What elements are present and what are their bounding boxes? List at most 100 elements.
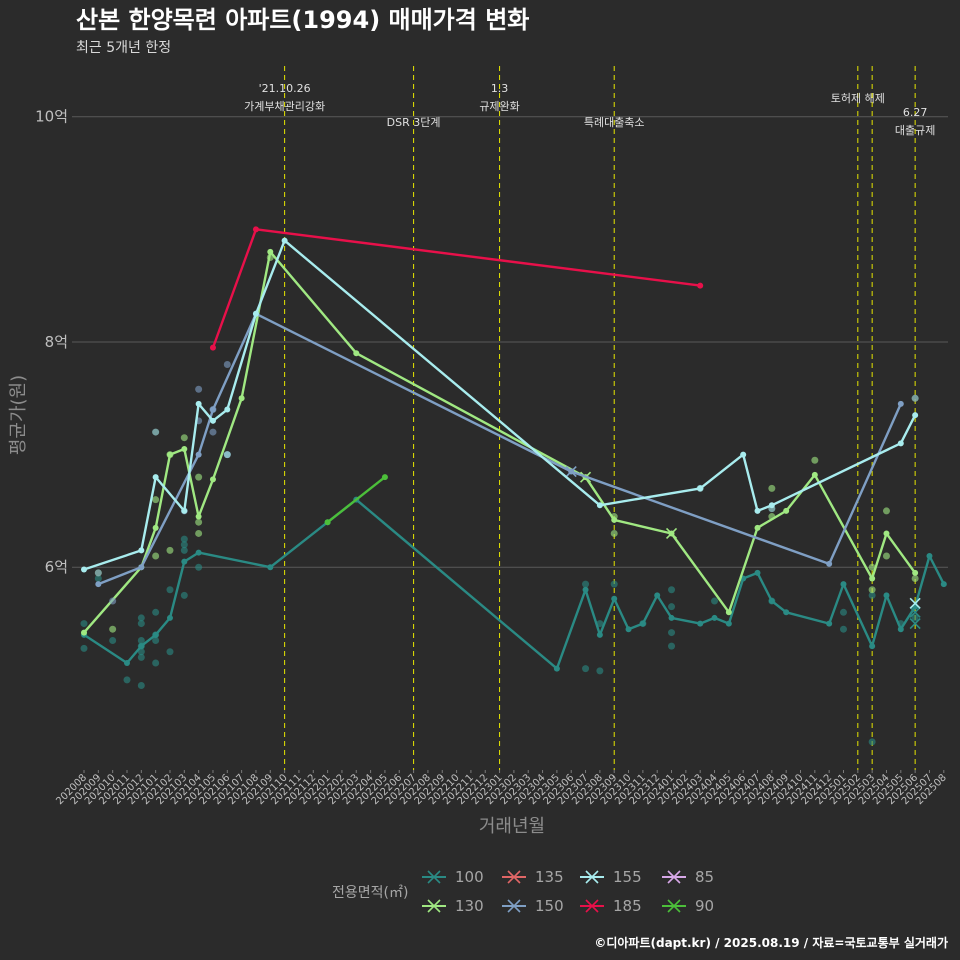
scatter-point [610,529,618,537]
legend-label: 90 [695,897,714,915]
event-label: 6.27 [903,106,928,119]
legend-label: 100 [455,868,484,886]
scatter-point [137,653,145,661]
scatter-point [882,552,890,560]
scatter-point [195,473,203,481]
line-point [711,614,718,621]
line-point [596,631,603,638]
series-line [83,239,917,571]
y-tick-label: 6억 [45,558,68,576]
scatter-point [123,676,131,684]
line-point [195,400,202,407]
scatter-point [80,644,88,652]
event-label: 특례대출축소 [584,116,645,129]
line-point [897,626,904,633]
scatter-point [610,580,618,588]
line-point [166,614,173,621]
legend: 전용면적(㎡) 100 130 135 150 155 185 85 90 [332,868,714,915]
line-point [611,516,618,523]
scatter-point [911,394,919,402]
line-point [553,665,560,672]
line-point [267,564,274,571]
series-100 [80,496,947,746]
cross-marker [909,597,921,609]
scatter-point [152,608,160,616]
scatter-point [868,738,876,746]
line-point [625,626,632,633]
legend-swatch-cross [507,899,521,913]
legend-label: 85 [695,868,714,886]
legend-swatch-cross [667,899,681,913]
series-155 [81,237,921,609]
line-point [840,581,847,588]
scatter-point [166,546,174,554]
cross-marker [665,527,678,540]
line-point [754,569,761,576]
line-point [768,502,775,509]
legend-swatch-cross [667,870,681,884]
scatter-point [811,456,819,464]
line-point [639,620,646,627]
scatter-point [582,665,590,673]
line-point [725,620,732,627]
line-point [697,620,704,627]
legend-label: 185 [613,897,642,915]
y-tick-label: 8억 [45,333,68,351]
line-point [783,609,790,616]
line-point [654,592,661,599]
line-point [81,566,87,573]
legend-key-150: 150 [502,897,564,915]
legend-label: 150 [535,897,564,915]
legend-label: 155 [613,868,642,886]
event-label: 토허제 해제 [831,91,885,105]
scatter-point [109,625,117,633]
legend-key-100: 100 [422,868,484,886]
legend-label: 130 [455,897,484,915]
legend-key-130: 130 [422,897,484,915]
series-185 [209,226,704,351]
scatter-point [223,451,231,459]
line-point [768,598,775,605]
line-point [897,400,904,407]
line-point [152,631,159,638]
line-point [209,417,216,424]
line-point [668,614,675,621]
line-point [166,451,173,458]
scatter-point [768,484,776,492]
line-point [826,560,833,567]
scatter-point [94,569,102,577]
scatter-point [195,529,203,537]
scatter-point [94,575,102,583]
line-point [912,412,919,419]
event-label: '21.10.26 [259,82,311,95]
legend-swatch-cross [507,870,521,884]
scatter-point [911,575,919,583]
scatter-point [668,642,676,650]
scatter-point [80,620,88,628]
scatter-point [109,636,117,644]
scatter-point [223,360,231,368]
line-point [826,620,833,627]
line-point [940,581,947,588]
cross-marker [909,618,921,630]
scatter-point [166,586,174,594]
line-point [181,507,188,514]
line-point [883,592,890,599]
scatter-point [596,667,604,675]
line-point [740,451,747,458]
scatter-point [152,428,160,436]
scatter-point [180,434,188,442]
line-point [611,595,618,602]
y-axis-title: 평균가(원) [8,375,29,455]
cross-marker [909,606,921,618]
scatter-point [180,535,188,543]
scatter-point [868,591,876,599]
scatter-point [668,586,676,594]
line-point [381,474,388,481]
line-point [238,395,245,402]
line-point [353,350,360,357]
line-point [209,406,216,413]
